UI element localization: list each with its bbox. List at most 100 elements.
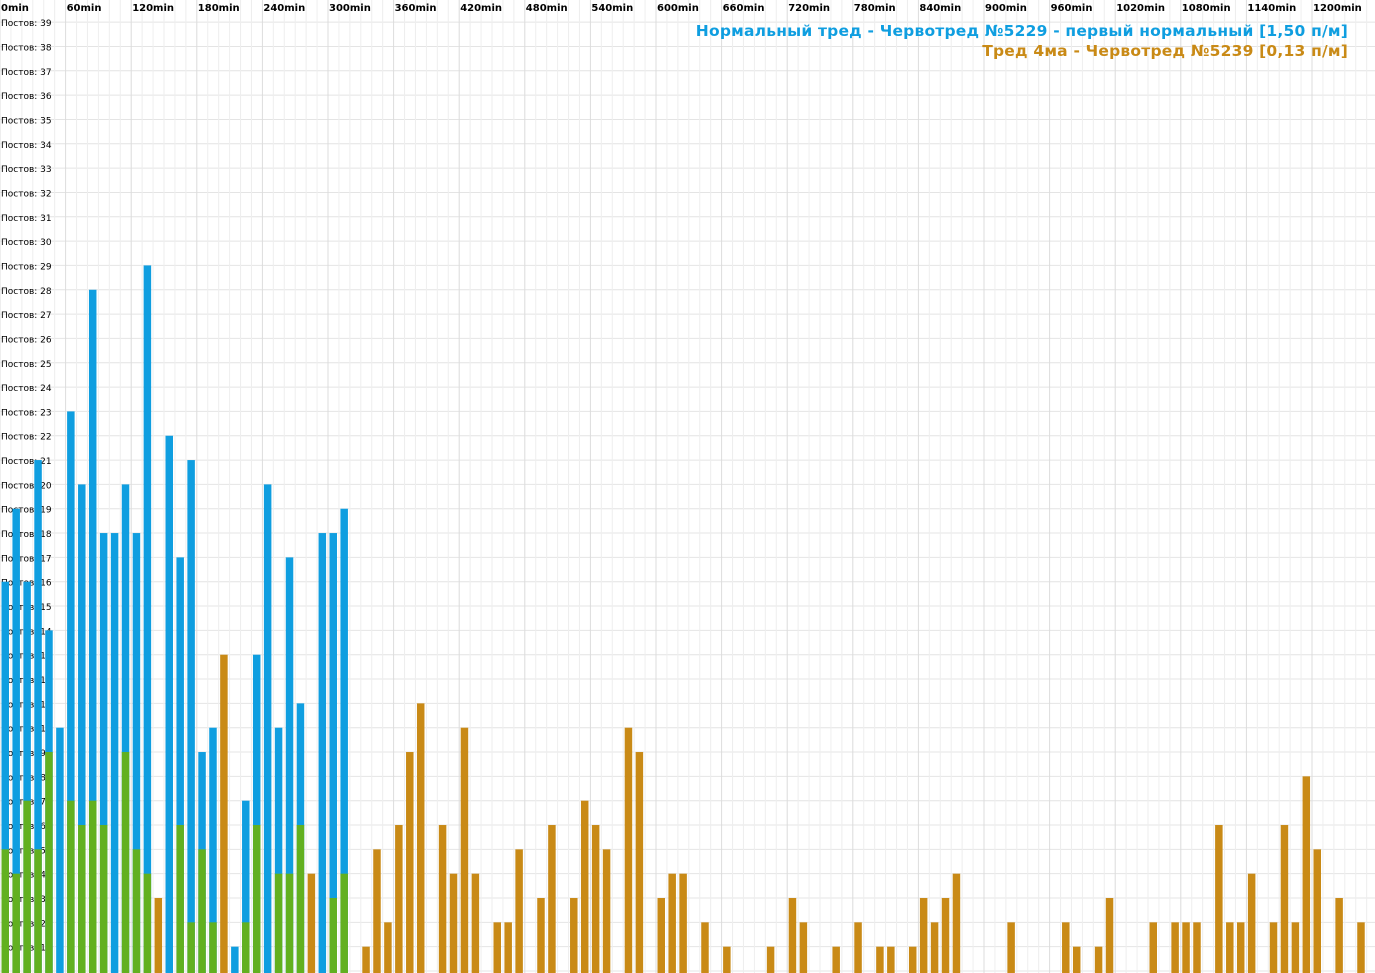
bar-series-1 xyxy=(1,581,9,973)
bar-series-2 xyxy=(274,873,283,973)
bar-series-2 xyxy=(340,873,348,973)
bar-series-2 xyxy=(635,752,644,973)
legend-entry-series-1: Нормальный тред - Червотред №5229 - перв… xyxy=(695,22,1348,40)
bar-series-2 xyxy=(930,922,939,973)
bar-series-2 xyxy=(34,849,42,973)
bar-series-2 xyxy=(176,825,184,973)
bar-series-2 xyxy=(1280,825,1289,973)
y-tick-label: Постов: 17 xyxy=(1,554,52,564)
bar-series-2 xyxy=(723,946,731,973)
y-tick-label: Постов: 25 xyxy=(1,360,52,370)
x-tick-label: 1200min xyxy=(1313,3,1362,14)
x-tick-label: 300min xyxy=(329,3,371,14)
x-tick-label: 780min xyxy=(854,3,896,14)
bar-series-1 xyxy=(132,533,141,973)
bar-series-2 xyxy=(548,825,556,973)
bar-series-1 xyxy=(23,581,31,973)
x-tick-label: 600min xyxy=(657,3,699,14)
bar-series-2 xyxy=(78,825,86,973)
y-tick-label: Постов: 21 xyxy=(1,457,52,467)
y-tick-label: Постов: 34 xyxy=(1,141,52,151)
bar-series-2 xyxy=(209,922,217,973)
bar-series-2 xyxy=(1302,776,1311,973)
bar-series-2 xyxy=(1335,898,1343,973)
bar-series-2 xyxy=(471,873,480,973)
bar-series-2 xyxy=(657,898,665,973)
bar-series-2 xyxy=(329,898,337,973)
y-tick-label: Постов: 29 xyxy=(1,262,52,272)
y-tick-label: Постов: 39 xyxy=(1,19,52,29)
y-tick-label: Постов: 32 xyxy=(1,189,52,199)
bar-series-2 xyxy=(121,752,130,973)
x-tick-label: 60min xyxy=(67,3,102,14)
bar-series-2 xyxy=(591,825,600,973)
bar-series-2 xyxy=(908,946,917,973)
bar-series-2 xyxy=(952,873,961,973)
bar-series-2 xyxy=(438,825,447,973)
y-tick-label: Постов: 35 xyxy=(1,116,52,126)
y-tick-label: Постов: 24 xyxy=(1,384,52,394)
x-tick-label: 840min xyxy=(919,3,961,14)
x-tick-label: 1140min xyxy=(1247,3,1296,14)
bar-series-2 xyxy=(679,873,687,973)
bar-series-2 xyxy=(1313,849,1321,973)
bar-series-2 xyxy=(832,946,840,973)
x-tick-label: 0min xyxy=(1,3,29,14)
bar-series-2 xyxy=(1072,946,1081,973)
bar-series-2 xyxy=(570,898,578,973)
bar-series-2 xyxy=(1171,922,1179,973)
x-tick-label: 360min xyxy=(395,3,437,14)
bar-series-2 xyxy=(799,922,808,973)
bar-series-2 xyxy=(515,849,523,973)
x-tick-label: 660min xyxy=(723,3,765,14)
x-tick-label: 240min xyxy=(263,3,305,14)
bar-series-2 xyxy=(362,946,370,973)
bar-series-2 xyxy=(220,654,228,973)
bars xyxy=(1,265,1365,973)
x-tick-label: 1020min xyxy=(1116,3,1165,14)
bar-series-1 xyxy=(340,508,348,973)
bar-series-1 xyxy=(329,533,337,973)
bar-series-1 xyxy=(231,946,239,973)
bar-series-1 xyxy=(67,411,75,973)
x-tick-label: 420min xyxy=(460,3,502,14)
bar-series-2 xyxy=(384,922,392,973)
bar-series-2 xyxy=(876,946,884,973)
bar-series-1 xyxy=(263,484,272,973)
bar-series-2 xyxy=(919,898,928,973)
bar-series-1 xyxy=(252,654,261,973)
y-tick-label: Постов: 31 xyxy=(1,214,52,224)
x-tick-label: 540min xyxy=(591,3,633,14)
bar-series-2 xyxy=(1226,922,1234,973)
bar-series-1 xyxy=(274,727,283,973)
bar-series-2 xyxy=(187,922,195,973)
bar-series-2 xyxy=(460,727,469,973)
bar-series-1 xyxy=(56,727,64,973)
y-tick-label: Постов: 28 xyxy=(1,287,52,297)
y-tick-label: Постов: 19 xyxy=(1,506,52,516)
bar-series-2 xyxy=(143,873,152,973)
bar-series-2 xyxy=(99,825,108,973)
bar-series-2 xyxy=(1,849,9,973)
legend: Нормальный тред - Червотред №5229 - перв… xyxy=(696,21,1348,61)
y-tick-label: Постов: 26 xyxy=(1,335,52,345)
bar-series-2 xyxy=(1007,922,1015,973)
x-tick-label: 900min xyxy=(985,3,1027,14)
bar-series-1 xyxy=(121,484,130,973)
bar-series-2 xyxy=(941,898,950,973)
bar-series-2 xyxy=(1269,922,1278,973)
bar-series-2 xyxy=(1193,922,1201,973)
bar-series-2 xyxy=(12,873,20,973)
bar-series-2 xyxy=(493,922,501,973)
x-tick-label: 120min xyxy=(132,3,174,14)
bar-series-2 xyxy=(1215,825,1223,973)
bar-series-2 xyxy=(854,922,862,973)
bar-series-2 xyxy=(406,752,414,973)
bar-series-1 xyxy=(318,533,327,973)
bar-series-2 xyxy=(1094,946,1103,973)
x-tick-label: 720min xyxy=(788,3,830,14)
y-tick-label: Постов: 33 xyxy=(1,165,52,175)
